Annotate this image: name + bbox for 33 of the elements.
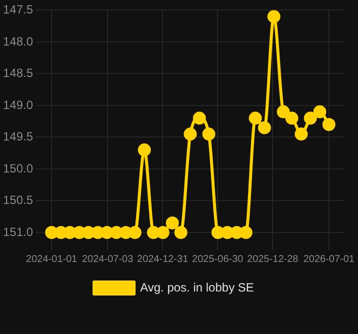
point [267, 10, 280, 24]
point [258, 121, 271, 134]
point [174, 226, 188, 239]
x-tick-label: 2024-07-03 [82, 254, 134, 265]
y-tick-label: 148.0 [3, 34, 34, 48]
x-tick-label: 2025-06-30 [192, 254, 244, 265]
point [276, 105, 290, 118]
point [156, 226, 170, 239]
point [192, 112, 206, 125]
x-tick-label: 2024-01-01 [26, 254, 78, 265]
point [138, 143, 151, 156]
point [304, 112, 317, 125]
point [128, 226, 142, 239]
x-tick-label: 2024-12-31 [137, 254, 189, 265]
point [239, 226, 252, 239]
point [313, 105, 326, 118]
legend-label: Avg. pos. in lobby SE [140, 280, 254, 294]
y-tick-label: 151.0 [3, 224, 34, 239]
point [202, 128, 216, 141]
point [285, 112, 298, 125]
y-tick-label: 148.5 [3, 66, 34, 80]
y-tick-label: 150.5 [3, 193, 34, 208]
y-tick-label: 149.5 [3, 130, 34, 144]
point [294, 128, 308, 141]
point [166, 216, 179, 230]
point [322, 118, 336, 132]
y-tick-label: 150.0 [3, 161, 34, 176]
point [248, 112, 262, 125]
x-tick-label: 2025-12-28 [247, 254, 299, 265]
x-tick-label: 2026-07-01 [303, 254, 355, 265]
y-tick-label: 147.5 [3, 2, 34, 17]
point [184, 128, 197, 141]
y-tick-label: 149.0 [3, 98, 34, 112]
